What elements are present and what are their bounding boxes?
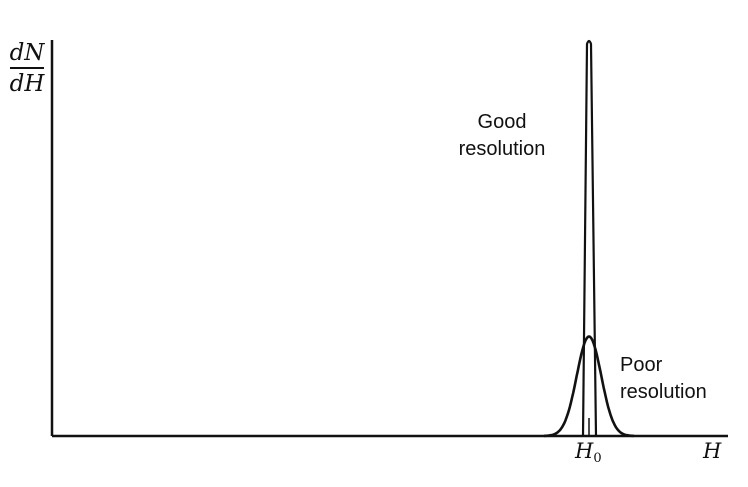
h0-subscript: 0 [593, 451, 602, 466]
y-axis-label: dN dH [8, 40, 46, 97]
poor-resolution-label-line2: resolution [620, 381, 707, 403]
x-axis-label: H [703, 439, 722, 463]
good-resolution-label-line1: Good [477, 111, 527, 133]
poor-resolution-label-clip: Poor resolution [620, 340, 748, 410]
h0-base: H [575, 439, 594, 463]
y-axis-label-numerator: dN [9, 40, 45, 66]
y-axis-label-denominator: dH [9, 71, 45, 97]
poor-resolution-curve [543, 335, 635, 438]
poor-resolution-label: Poor resolution [620, 352, 748, 406]
fraction-bar [10, 67, 44, 69]
poor-resolution-label-line1: Poor [620, 354, 663, 376]
h0-tick-label: H0 [575, 439, 602, 466]
good-resolution-label-line2: resolution [458, 138, 546, 160]
good-resolution-curve [581, 39, 598, 437]
good-resolution-label: Good resolution [440, 109, 564, 163]
